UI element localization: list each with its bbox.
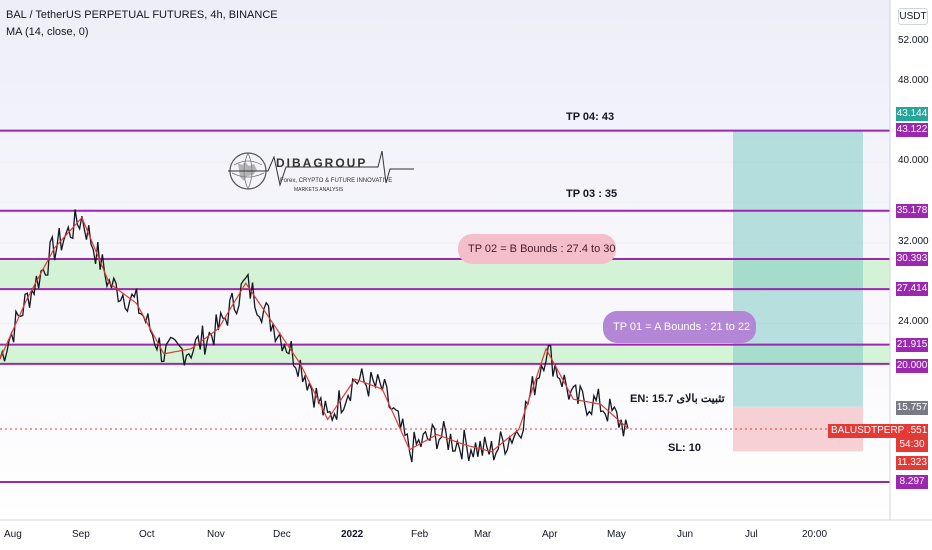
price-tag-a-lower: 20.000 [896,359,928,373]
price-tag-tp03: 35.178 [896,204,928,218]
time-label: 2022 [341,529,364,540]
series-group [0,209,629,463]
ma-series-line [0,216,629,453]
chart-title: BAL / TetherUS PERPETUAL FUTURES, 4h, BI… [6,9,278,21]
price-tick: 32.000 [898,236,929,247]
level-lines [0,129,890,483]
stop-loss-note: SL: 10 [668,442,702,454]
currency-unit-button[interactable]: USDT [898,8,928,25]
time-label: Jun [677,529,694,540]
price-tick: 24.000 [898,316,929,327]
logo-name: DIBAGROUP [276,156,368,170]
dibagroup-logo: DIBAGROUP Forex, CRYPTO & FUTURE INNOVAT… [228,137,418,209]
price-tag-a-upper: 21.915 [896,338,928,352]
globe-logo-icon [228,150,414,190]
symbol-tag: BALUSDTPERP [828,424,908,438]
price-tag-current-high: 43.144 [896,107,928,121]
price-tick: 48.000 [898,75,929,86]
time-label: Dec [273,529,291,540]
time-label: May [607,529,626,540]
logo-tagline-2: MARKETS ANALYSIS [294,187,344,193]
time-label: Nov [207,529,225,540]
price-tag-stop: 11.323 [896,456,928,470]
time-label: Apr [542,529,558,540]
price-tag-b-upper: 30.393 [896,252,928,266]
zone-a [0,344,890,364]
price-tag-tp04: 43.122 [896,123,928,137]
tp03-label: TP 03 : 35 [566,188,618,200]
price-tag-bottom: 8.297 [896,475,928,489]
price-tag-countdown: 54:30 [896,438,928,452]
price-tick: 40.000 [898,155,929,166]
time-label: Sep [72,529,90,540]
tp01-callout[interactable]: TP 01 = A Bounds : 21 to 22 [603,311,756,343]
price-tag-b-lower: 27.414 [896,282,928,296]
zones [0,130,890,452]
price-tick: 52.000 [898,35,929,46]
time-label: Aug [4,529,22,540]
logo-tagline: Forex, CRYPTO & FUTURE INNOVATIVE [280,178,393,184]
indicator-legend[interactable]: MA (14, close, 0) [6,26,89,38]
time-label: Feb [411,529,429,540]
tp02-callout[interactable]: TP 02 = B Bounds : 27.4 to 30 [458,234,616,264]
target-zone [733,130,863,407]
time-label: Mar [474,529,492,540]
time-label: 20:00 [802,529,828,540]
price-tag-entry: 15.757 [896,401,928,415]
entry-note: EN: 15.7 تثبیت بالای [630,393,725,405]
time-label: Jul [745,529,758,540]
time-label: Oct [139,529,155,540]
tp04-label: TP 04: 43 [566,111,615,123]
